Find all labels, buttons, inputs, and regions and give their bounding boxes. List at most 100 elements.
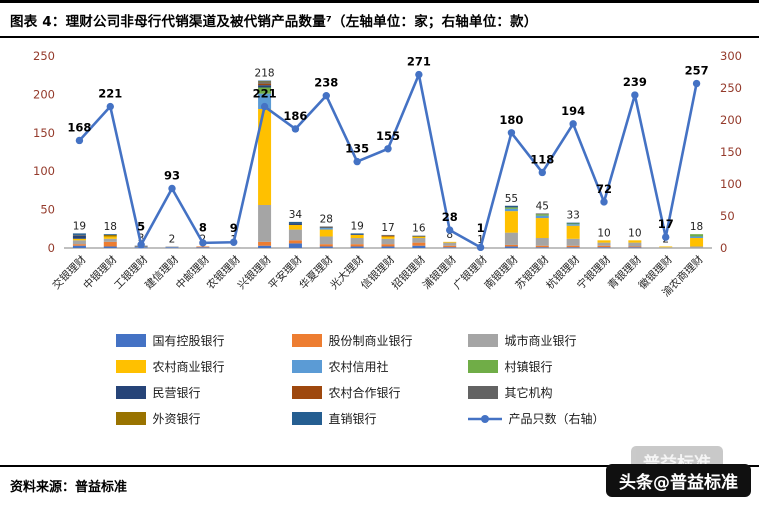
line-value-label: 135 (345, 142, 369, 156)
bar-segment (628, 247, 642, 249)
legend-item: 村镇银行 (467, 358, 644, 375)
legend-swatch-icon (291, 334, 322, 347)
line-marker (631, 91, 639, 99)
bar-segment (597, 245, 611, 248)
bar-segment (165, 246, 179, 248)
bar-total-label: 45 (536, 200, 549, 212)
bar-stack (443, 241, 457, 249)
bar-total-label: 19 (73, 220, 86, 232)
left-axis-tick: 150 (33, 126, 55, 140)
line-marker (106, 102, 114, 111)
bar-segment (72, 238, 86, 241)
bar-segment (258, 80, 272, 82)
bar-segment (443, 245, 457, 248)
bar-segment (258, 204, 272, 242)
legend-swatch-icon (467, 386, 498, 399)
bar-segment (412, 236, 426, 239)
line-value-label: 180 (499, 113, 523, 127)
legend-swatch-icon (115, 334, 146, 347)
figure-title: 图表 4：理财公司非母行代销渠道及被代销产品数量⁷（左轴单位：家；右轴单位：款） (0, 0, 759, 38)
bar-segment (381, 234, 395, 236)
line-marker (446, 226, 454, 234)
line-value-label: 238 (314, 76, 338, 90)
bar-segment (566, 247, 580, 249)
bar-segment (350, 233, 364, 235)
bar-segment (72, 244, 86, 246)
legend-label: 产品只数（右轴） (508, 412, 605, 426)
bar-segment (566, 225, 580, 239)
bar-segment (412, 242, 426, 246)
bar-stack (350, 233, 364, 248)
bar-total-label: 218 (255, 68, 275, 80)
right-axis-tick: 250 (720, 81, 742, 95)
line-value-label: 221 (98, 87, 122, 101)
bar-stack (103, 234, 117, 248)
bar-segment (258, 87, 272, 94)
legend-swatch-icon (291, 360, 322, 373)
legend-item: 股份制商业银行 (291, 332, 468, 349)
bar-stack (566, 222, 580, 249)
bar-segment (350, 246, 364, 248)
line-marker (353, 157, 361, 166)
bar-segment (690, 236, 704, 239)
chart-area: 0 50 100 150 200 250 0 50 100 150 200 250 300 19 18 3 2 2… (0, 38, 759, 328)
bar-segment (381, 246, 395, 248)
bar-stack (165, 246, 179, 249)
bar-segment (288, 240, 302, 244)
legend-label: 村镇银行 (504, 360, 553, 374)
bar-stack (196, 246, 210, 249)
bar-segment (504, 244, 518, 247)
watermark: 普益标准 头条@普益标准 (606, 446, 751, 497)
bar-segment (103, 234, 117, 235)
bar-segment (690, 234, 704, 237)
bar-stack (597, 240, 611, 249)
bar-stack (659, 246, 673, 249)
line-value-label: 168 (67, 120, 91, 134)
bar-segment (258, 245, 272, 248)
line-value-label: 93 (164, 168, 180, 182)
bar-stack (504, 205, 518, 248)
right-axis-tick: 0 (720, 241, 727, 255)
line-marker (384, 145, 392, 153)
left-axis-tick: 50 (40, 203, 55, 217)
bar-segment (628, 240, 642, 243)
legend-item: 外资银行 (115, 410, 292, 427)
line-marker (662, 233, 670, 241)
bar-segment (566, 223, 580, 225)
bar-segment (319, 244, 333, 247)
bar-segment (659, 247, 673, 249)
line-value-label: 8 (199, 220, 207, 234)
bar-segment (103, 238, 117, 242)
bar-segment (412, 238, 426, 243)
bar-segment (288, 229, 302, 241)
bar-segment (535, 214, 549, 216)
bar-total-label: 33 (566, 210, 579, 222)
legend-swatch-icon (115, 360, 146, 373)
bar-segment (319, 228, 333, 230)
bar-total-label: 16 (412, 223, 426, 235)
bar-segment (103, 234, 117, 237)
bar-segment (288, 221, 302, 224)
bar-stack (288, 221, 302, 248)
bar-stack (72, 233, 86, 248)
bar-segment (350, 238, 364, 245)
right-axis-tick: 100 (720, 177, 742, 191)
legend-item: 民营银行 (115, 384, 292, 401)
line-value-label: 271 (407, 55, 431, 69)
line-marker (322, 91, 330, 100)
legend-label: 农村商业银行 (152, 360, 225, 374)
bar-total-label: 17 (381, 222, 394, 234)
legend-label: 民营银行 (152, 386, 201, 400)
legend-swatch-icon (115, 412, 146, 425)
bar-stack (319, 226, 333, 248)
legend-item: 直销银行 (291, 410, 468, 427)
line-value-label: 221 (253, 87, 277, 101)
bar-segment (597, 240, 611, 243)
legend-swatch-icon (115, 386, 146, 399)
legend-label: 城市商业银行 (504, 334, 577, 348)
line-marker (230, 238, 238, 246)
bar-total-label: 18 (104, 221, 117, 233)
line-marker (569, 120, 577, 128)
bar-segment (319, 236, 333, 245)
